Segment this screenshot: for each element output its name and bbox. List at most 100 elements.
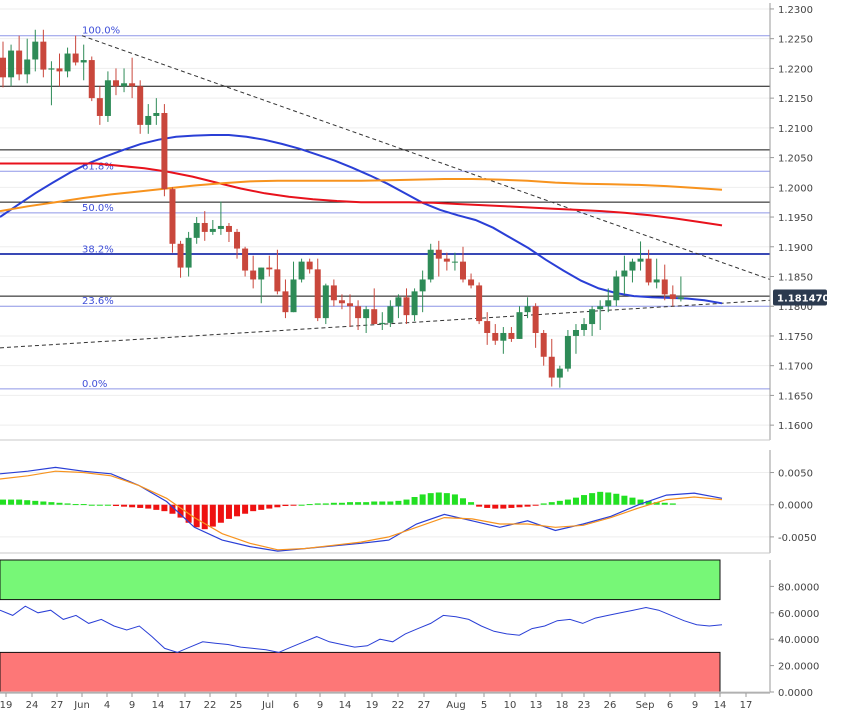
candle-body [282, 291, 289, 313]
date-tick-label: 27 [51, 700, 64, 711]
candle-body [96, 98, 103, 116]
macd-histogram-bar [371, 501, 378, 505]
macd-histogram-bar [459, 498, 466, 505]
candle-body [8, 50, 15, 78]
candle-body [403, 297, 410, 316]
date-tick-label: 22 [392, 700, 405, 711]
candle-body [169, 189, 176, 244]
candle-body [258, 267, 265, 280]
macd-histogram-bar [153, 504, 160, 510]
rsi-zone [0, 651, 721, 693]
candle-body [589, 309, 596, 325]
date-axis: 19 24 27 Jun 4 9 14 17 22 25 Jul 6 9 14 19 22 27 Aug 5 10 13… [0, 692, 770, 711]
candle-body [64, 53, 71, 72]
candle-body [363, 309, 370, 319]
macd-histogram-bar [306, 504, 313, 506]
date-tick-label: Jul [261, 700, 274, 711]
macd-line [0, 470, 723, 551]
candle-body [516, 312, 523, 339]
macd-histogram-bar [242, 504, 249, 514]
candle-body [532, 306, 539, 333]
candle-body [16, 50, 23, 75]
candle-body [250, 270, 257, 280]
candle-body [669, 294, 676, 300]
candle-body [88, 60, 95, 99]
macd-histogram-bar [16, 499, 23, 505]
macd-histogram-bar [411, 496, 418, 505]
price-tick-label: 1.1650 [778, 391, 813, 402]
macd-histogram-bar [395, 500, 402, 505]
candle-body [629, 261, 636, 271]
candle-body [411, 291, 418, 316]
rsi-tick-label: 40.0000 [778, 635, 819, 646]
candle-body [129, 83, 136, 87]
price-tick-label: 1.2150 [778, 94, 813, 105]
candle-body [427, 249, 434, 280]
candle-body [104, 80, 111, 116]
macd-histogram-bar [653, 502, 660, 505]
rsi-zone [0, 559, 721, 601]
macd-histogram-bar [492, 504, 499, 509]
date-tick-label: 10 [504, 700, 517, 711]
candle-body [314, 269, 321, 319]
date-tick-label: 9 [692, 700, 698, 711]
candle-body [597, 306, 604, 310]
macd-line [0, 466, 723, 552]
price-tick-label: 1.1900 [778, 243, 813, 254]
price-axis: 1.2300 1.2250 1.2200 1.2150 1.2100 1.2050 1.20… [0, 3, 830, 699]
candle-body [459, 261, 466, 280]
macd-histogram-bar [32, 500, 39, 505]
last-price-tag [773, 289, 827, 306]
macd-histogram-bar [225, 504, 232, 519]
macd-panel [0, 466, 770, 552]
macd-histogram-bar [217, 504, 224, 523]
macd-histogram-bar [145, 504, 152, 509]
macd-histogram-bar [169, 504, 176, 514]
candle-body [395, 297, 402, 307]
candle-body [201, 222, 208, 232]
candle-body [24, 59, 31, 75]
candle-body [355, 306, 362, 319]
candle-body [32, 41, 39, 60]
candle-body [371, 309, 378, 325]
candle-body [524, 306, 531, 313]
candle-body [347, 303, 354, 307]
candle-body [177, 243, 184, 268]
candle-body [435, 249, 442, 259]
macd-histogram-bar [56, 502, 63, 505]
candle-body [548, 356, 555, 378]
date-tick-label: 17 [179, 700, 192, 711]
macd-histogram-bar [661, 502, 668, 505]
fib-level-label: 100.0% [82, 26, 120, 37]
macd-histogram-bar [121, 504, 128, 507]
candle-body [468, 279, 475, 286]
macd-histogram-bar [435, 492, 442, 505]
macd-histogram-bar [355, 502, 362, 505]
macd-histogram-bar [669, 503, 676, 505]
candle-body [540, 332, 547, 357]
macd-histogram-bar [48, 502, 55, 505]
candle-body [484, 321, 491, 333]
candle-body [645, 258, 652, 283]
macd-histogram-bar [564, 499, 571, 505]
candle-body [72, 53, 79, 63]
macd-histogram-bar [209, 504, 216, 527]
macd-histogram-bar [24, 500, 31, 505]
macd-tick-label: -0.0050 [778, 533, 817, 544]
moving-average-line [0, 162, 723, 227]
rsi-panel [0, 559, 723, 693]
candle-body [677, 297, 684, 300]
date-tick-label: 26 [604, 700, 617, 711]
macd-histogram-bar [338, 502, 345, 505]
macd-histogram-bar [524, 504, 531, 507]
price-panel: 100.0% 61.8% 50.0% 38.2% 23.6% 0.0% [0, 8, 771, 426]
macd-histogram-bar [64, 503, 71, 505]
fib-level-label: 0.0% [82, 379, 107, 390]
macd-histogram-bar [379, 501, 386, 505]
candle-body [121, 83, 128, 87]
candle-body [137, 86, 144, 125]
date-tick-label: 22 [204, 700, 217, 711]
macd-histogram-bar [468, 502, 475, 505]
candle-body [492, 332, 499, 341]
date-tick-label: 23 [578, 700, 591, 711]
